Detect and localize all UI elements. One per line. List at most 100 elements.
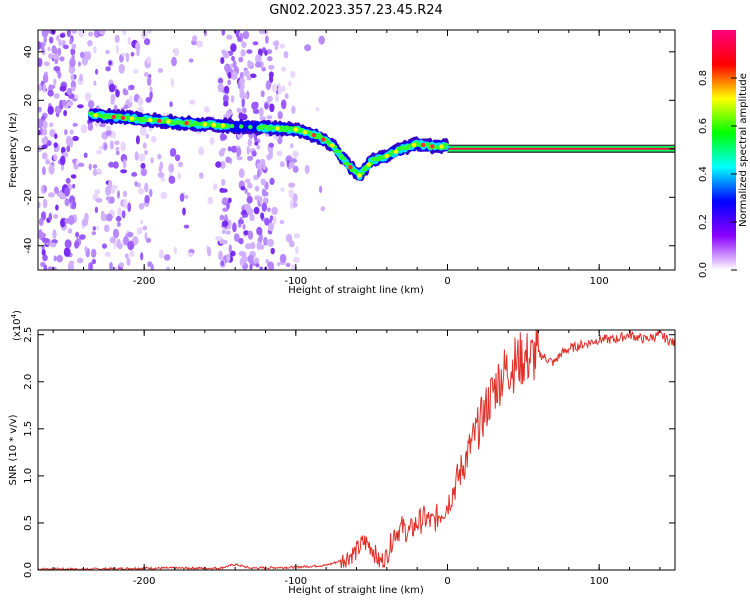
noise-cell [65,177,71,184]
noise-cell [115,44,119,55]
spectrogram-y-tick-label: -40 [23,238,34,254]
noise-cell [288,189,294,199]
noise-cell [95,68,99,75]
noise-cell [241,107,247,114]
noise-cell [87,100,95,109]
noise-cell [227,79,232,86]
noise-cell [142,225,148,231]
noise-cell [140,168,147,177]
ridge-peak [357,173,362,178]
noise-cell [256,226,263,236]
noise-cell [320,206,326,212]
noise-cell [98,30,106,36]
noise-cell [292,165,299,173]
spectrogram-y-tick-label: 40 [23,45,34,58]
noise-cell [293,232,301,239]
noise-cell [71,30,77,34]
noise-cell [255,263,260,268]
spectrogram-x-axis-label: Height of straight line (km) [288,285,424,296]
noise-cell [84,212,89,223]
noise-cell [41,144,48,150]
noise-cell [269,177,275,185]
noise-cell [267,238,274,247]
noise-cell [120,141,126,152]
noise-cell [252,109,260,114]
noise-cell [279,253,287,263]
ridge-peak [275,126,280,131]
noise-cell [226,201,230,210]
noise-cell [91,248,97,258]
noise-cell [225,230,231,235]
ridge-peak [157,118,162,124]
noise-cell [223,101,229,107]
noise-cell [251,150,257,157]
ridge-peak [266,125,271,131]
noise-cell [138,203,145,210]
noise-cell [188,58,194,63]
noise-cell [257,168,261,178]
noise-cell [38,218,44,226]
noise-cell [247,182,253,189]
noise-cell [47,266,54,270]
spectrogram-x-tick-label: 100 [590,276,609,287]
noise-cell [280,187,285,192]
noise-cell [64,187,70,197]
noise-cell [86,51,92,61]
noise-cell [61,99,67,107]
noise-cell [318,35,325,45]
noise-cell [136,227,143,235]
noise-cell [59,85,67,92]
noise-cell [47,46,51,52]
noise-cell [281,66,286,72]
noise-cell [110,188,116,194]
noise-cell [260,178,267,186]
noise-cell [271,206,278,215]
noise-cell [43,264,48,270]
noise-cell [269,103,275,113]
noise-cell [38,41,42,50]
noise-cell [239,88,245,94]
noise-cell [79,73,83,82]
ridge-peak [138,117,144,122]
noise-cell [247,155,254,161]
noise-cell [236,156,243,161]
noise-cell [48,192,55,198]
noise-cell [259,116,267,121]
noise-cell [254,54,262,64]
noise-cell [192,35,198,42]
noise-cell [72,135,79,142]
noise-cell [246,207,254,216]
noise-cell [268,150,273,160]
noise-cell [72,200,77,210]
noise-cell [220,260,225,267]
noise-cell [279,219,285,225]
noise-cell [125,52,130,63]
noise-cell [217,82,224,93]
noise-cell [109,196,115,204]
noise-cell [103,143,108,150]
colorbar-tick-label: 0.4 [698,166,709,182]
ridge-cell [424,142,431,146]
snr-exponent-label: (x104) [10,310,23,341]
noise-cell [74,240,79,249]
noise-cell [57,71,62,79]
noise-cell [145,97,152,103]
noise-cell [72,122,78,127]
noise-cell [68,260,75,265]
ridge-peak [284,126,289,132]
noise-cell [76,159,80,165]
noise-cell [113,228,119,239]
noise-cell [124,253,129,259]
ridge-cell [224,124,231,129]
noise-cell [245,178,251,184]
noise-cell [223,85,230,94]
noise-cell [241,41,247,48]
ridge-cell [361,167,368,172]
noise-cell [264,102,269,110]
noise-cell [116,238,121,249]
snr-y-tick-label: 0.0 [23,562,34,578]
noise-cell [66,87,72,96]
spectrogram-x-tick-label: 0 [444,276,450,287]
noise-cell [240,255,248,263]
